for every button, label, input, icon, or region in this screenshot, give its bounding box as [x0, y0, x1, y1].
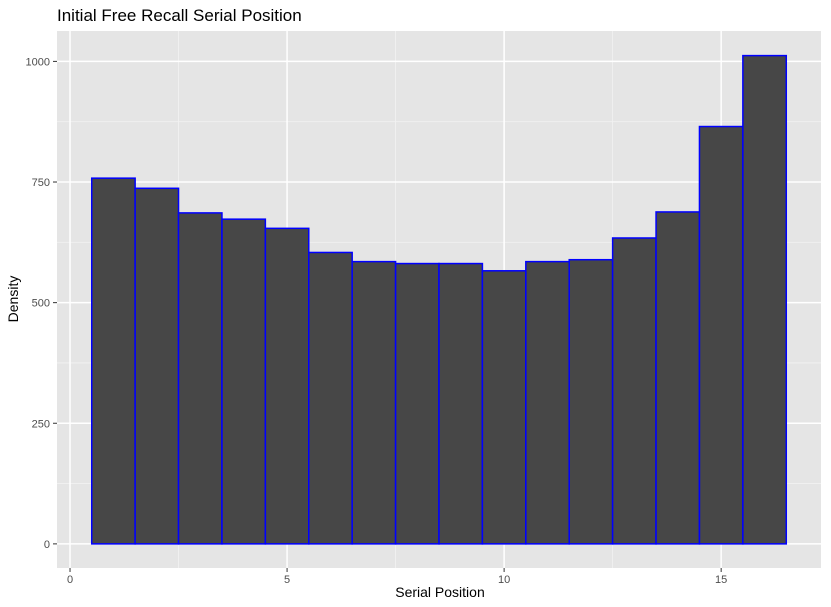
histogram-bar: [742, 54, 788, 545]
x-tick-label: 15: [715, 574, 727, 586]
histogram-bar: [264, 227, 310, 545]
histogram-bar: [134, 187, 180, 545]
histogram-bar: [177, 212, 223, 545]
histogram-bar: [438, 262, 484, 545]
histogram-bar: [221, 218, 267, 545]
x-axis-title: Serial Position: [395, 584, 485, 600]
chart-title: Initial Free Recall Serial Position: [57, 6, 302, 25]
histogram-bar: [698, 125, 744, 545]
y-axis: 0 250 500 750 1000: [26, 56, 57, 551]
histogram-bar: [90, 177, 136, 545]
y-tick-label: 500: [32, 298, 50, 310]
bars-layer: [90, 54, 788, 545]
histogram-bar: [525, 260, 570, 545]
histogram-bar: [611, 237, 657, 545]
x-tick-label: 5: [284, 574, 290, 586]
x-tick-label: 10: [498, 574, 510, 586]
y-tick-label: 750: [32, 177, 50, 189]
histogram-bar: [394, 262, 440, 545]
y-axis-title: Density: [5, 276, 21, 323]
histogram-bar: [308, 251, 353, 545]
y-tick-label: 1000: [26, 56, 50, 68]
histogram-bar: [481, 270, 527, 545]
x-tick-label: 0: [67, 574, 73, 586]
histogram-bar: [351, 260, 397, 545]
y-tick-label: 250: [32, 418, 50, 430]
histogram-bar: [568, 258, 614, 545]
y-tick-label: 0: [44, 539, 50, 551]
x-axis: 0 5 10 15: [67, 568, 727, 586]
histogram-bar: [655, 211, 701, 545]
